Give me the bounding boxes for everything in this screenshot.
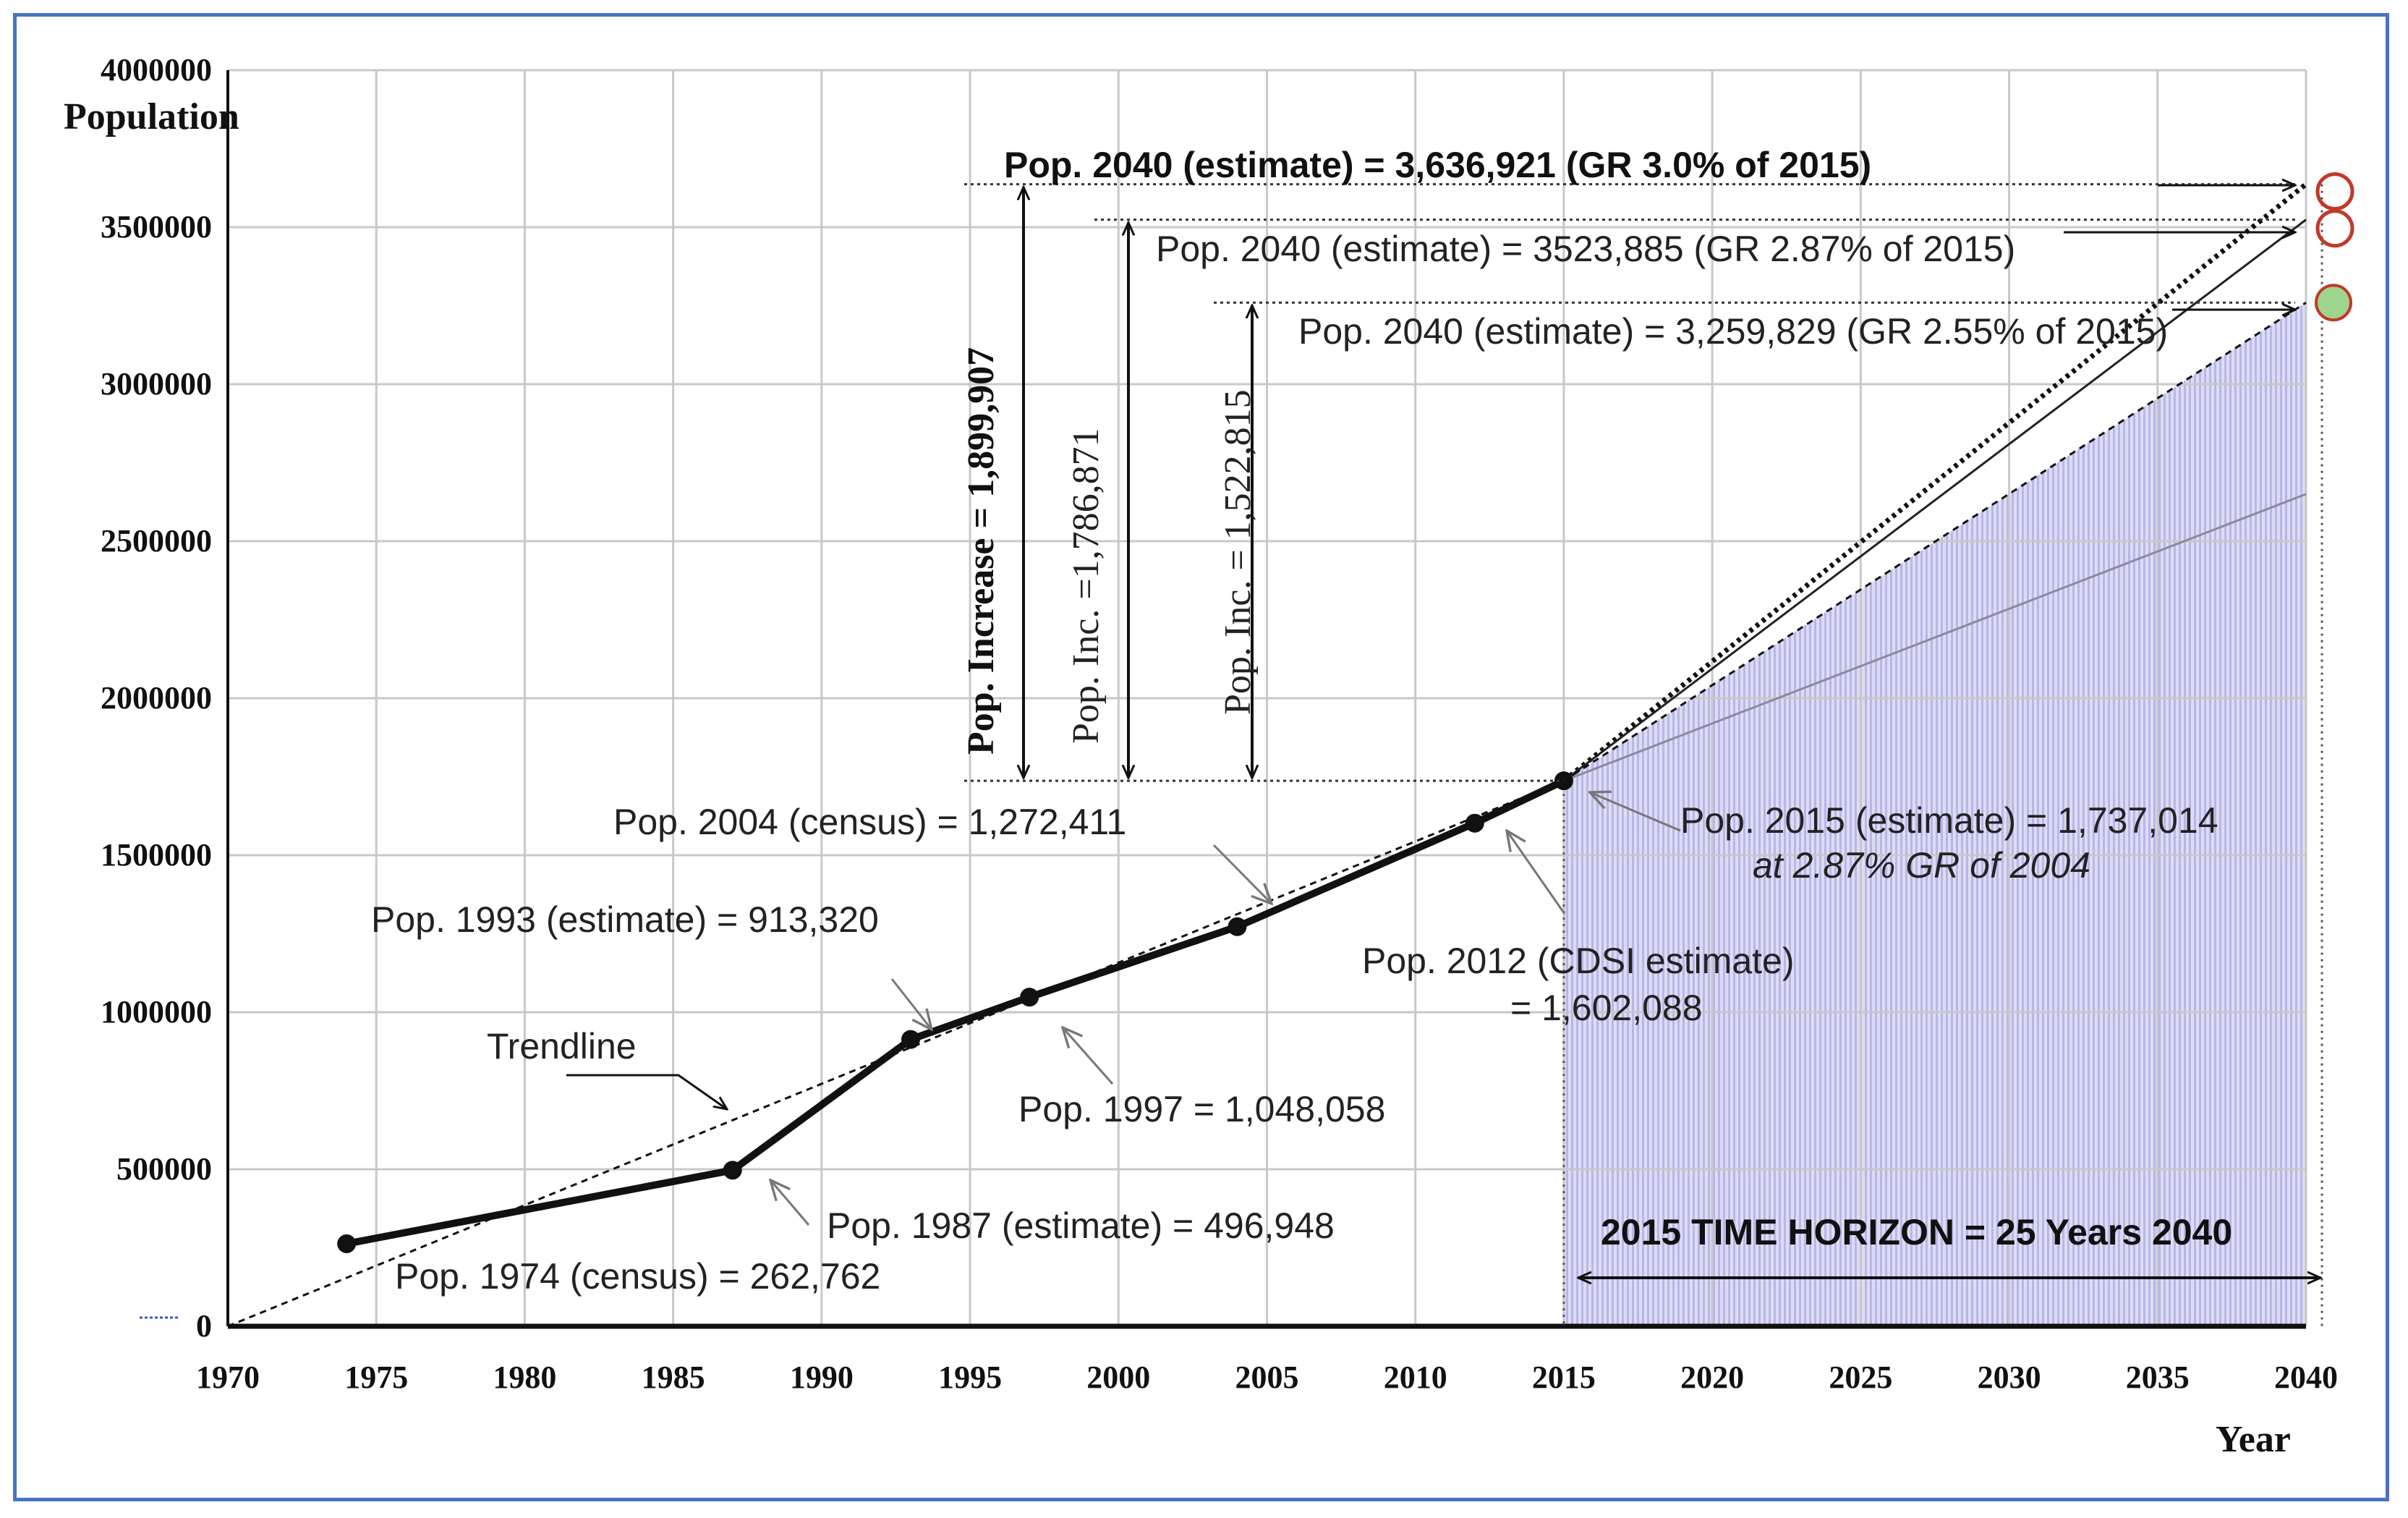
forecast-shade-region: [1563, 302, 2306, 1326]
label-pop-1993: Pop. 1993 (estimate) = 913,320: [371, 899, 879, 940]
x-tick-label: 2010: [1384, 1360, 1447, 1395]
label-trendline: Trendline: [487, 1026, 637, 1067]
figure-frame: 0 500000 1000000 1500000 2000000 2500000 30000…: [13, 13, 2389, 1501]
x-tick-label: 2040: [2274, 1360, 2338, 1395]
data-point: [337, 1234, 357, 1253]
x-axis-title: Year: [2216, 1419, 2291, 1460]
marker-2040-2-87: [2315, 209, 2354, 248]
label-pop-1997: Pop. 1997 = 1,048,058: [1018, 1089, 1385, 1129]
pointer-trendline: [566, 1074, 727, 1109]
x-tick-label: 1970: [196, 1360, 260, 1395]
x-tick-label: 1975: [344, 1360, 408, 1395]
label-pop-2015-line1: Pop. 2015 (estimate) = 1,737,014: [1680, 800, 2218, 841]
label-pop-2012-line1: Pop. 2012 (CDSI estimate): [1362, 941, 1795, 981]
x-tick-label: 1985: [642, 1360, 705, 1395]
pointer-1987: [770, 1180, 810, 1226]
axes: 0 500000 1000000 1500000 2000000 2500000 30000…: [101, 52, 2338, 1395]
y-tick-label: 3000000: [101, 366, 212, 402]
y-tick-label: 1000000: [101, 994, 212, 1030]
label-pop-2012-line2: = 1,602,088: [1510, 988, 1703, 1028]
label-pop-1974: Pop. 1974 (census) = 262,762: [395, 1256, 880, 1297]
data-point: [901, 1030, 920, 1049]
x-tick-label: 1980: [493, 1360, 556, 1395]
label-increase-2-87: Pop. Inc. =1,786,871: [1065, 428, 1107, 744]
x-tick-label: 2020: [1680, 1360, 1744, 1395]
x-tick-label: 2000: [1086, 1360, 1150, 1395]
pointer-1993: [890, 978, 932, 1030]
label-time-horizon: 2015 TIME HORIZON = 25 Years 2040: [1601, 1212, 2232, 1252]
population-chart: 0 500000 1000000 1500000 2000000 2500000 30000…: [64, 52, 2354, 1460]
label-pop-2015-line2: at 2.87% GR of 2004: [1753, 845, 2090, 886]
series-line: [1563, 219, 2307, 782]
series-layer: [227, 172, 2354, 1328]
x-tick-label: 2035: [2126, 1360, 2190, 1395]
data-point: [1020, 988, 1039, 1007]
forecast-shaded-area: [1563, 302, 2306, 1326]
marker-2040-2-55: [2315, 284, 2352, 322]
label-increase-2-55: Pop. Inc. = 1,522,815: [1217, 389, 1259, 715]
data-point: [1465, 813, 1484, 833]
pointer-2012: [1507, 831, 1566, 915]
x-tick-label: 2025: [1829, 1360, 1892, 1395]
series-line: [1563, 301, 2307, 782]
y-tick-label: 4000000: [101, 52, 212, 88]
pointer-2004: [1212, 844, 1272, 904]
data-point: [1228, 917, 1247, 936]
x-tick-label: 1995: [938, 1360, 1002, 1395]
label-estimate-2-55: Pop. 2040 (estimate) = 3,259,829 (GR 2.5…: [1298, 311, 2168, 352]
y-tick-label: 1500000: [101, 837, 212, 873]
label-pop-2004: Pop. 2004 (census) = 1,272,411: [613, 802, 1126, 842]
y-tick-label: 2000000: [101, 680, 212, 716]
label-estimate-2-87: Pop. 2040 (estimate) = 3523,885 (GR 2.87…: [1156, 229, 2015, 269]
x-tick-label: 2015: [1532, 1360, 1596, 1395]
y-tick-label: 2500000: [101, 523, 212, 559]
pointer-2015: [1590, 792, 1681, 832]
x-tick-label: 2030: [1978, 1360, 2041, 1395]
annotations: Pop. 2040 (estimate) = 3,636,921 (GR 3.0…: [371, 145, 2320, 1297]
y-tick-label: 500000: [116, 1151, 212, 1187]
marker-2040-3-0: [2315, 172, 2354, 211]
pointer-1997: [1063, 1027, 1114, 1085]
series-line: [1563, 493, 2307, 782]
label-pop-1987: Pop. 1987 (estimate) = 496,948: [827, 1205, 1335, 1246]
label-estimate-3-0: Pop. 2040 (estimate) = 3,636,921 (GR 3.0…: [1004, 145, 1871, 185]
y-tick-label: 3500000: [101, 209, 212, 245]
label-increase-3-0: Pop. Increase = 1,899,907: [961, 347, 1002, 755]
grid: [226, 69, 2323, 1328]
x-tick-label: 2005: [1235, 1360, 1299, 1395]
y-axis-title: Population: [64, 96, 239, 137]
y-tick-label: 0: [196, 1308, 212, 1344]
x-tick-label: 1990: [790, 1360, 854, 1395]
data-point: [723, 1161, 742, 1180]
